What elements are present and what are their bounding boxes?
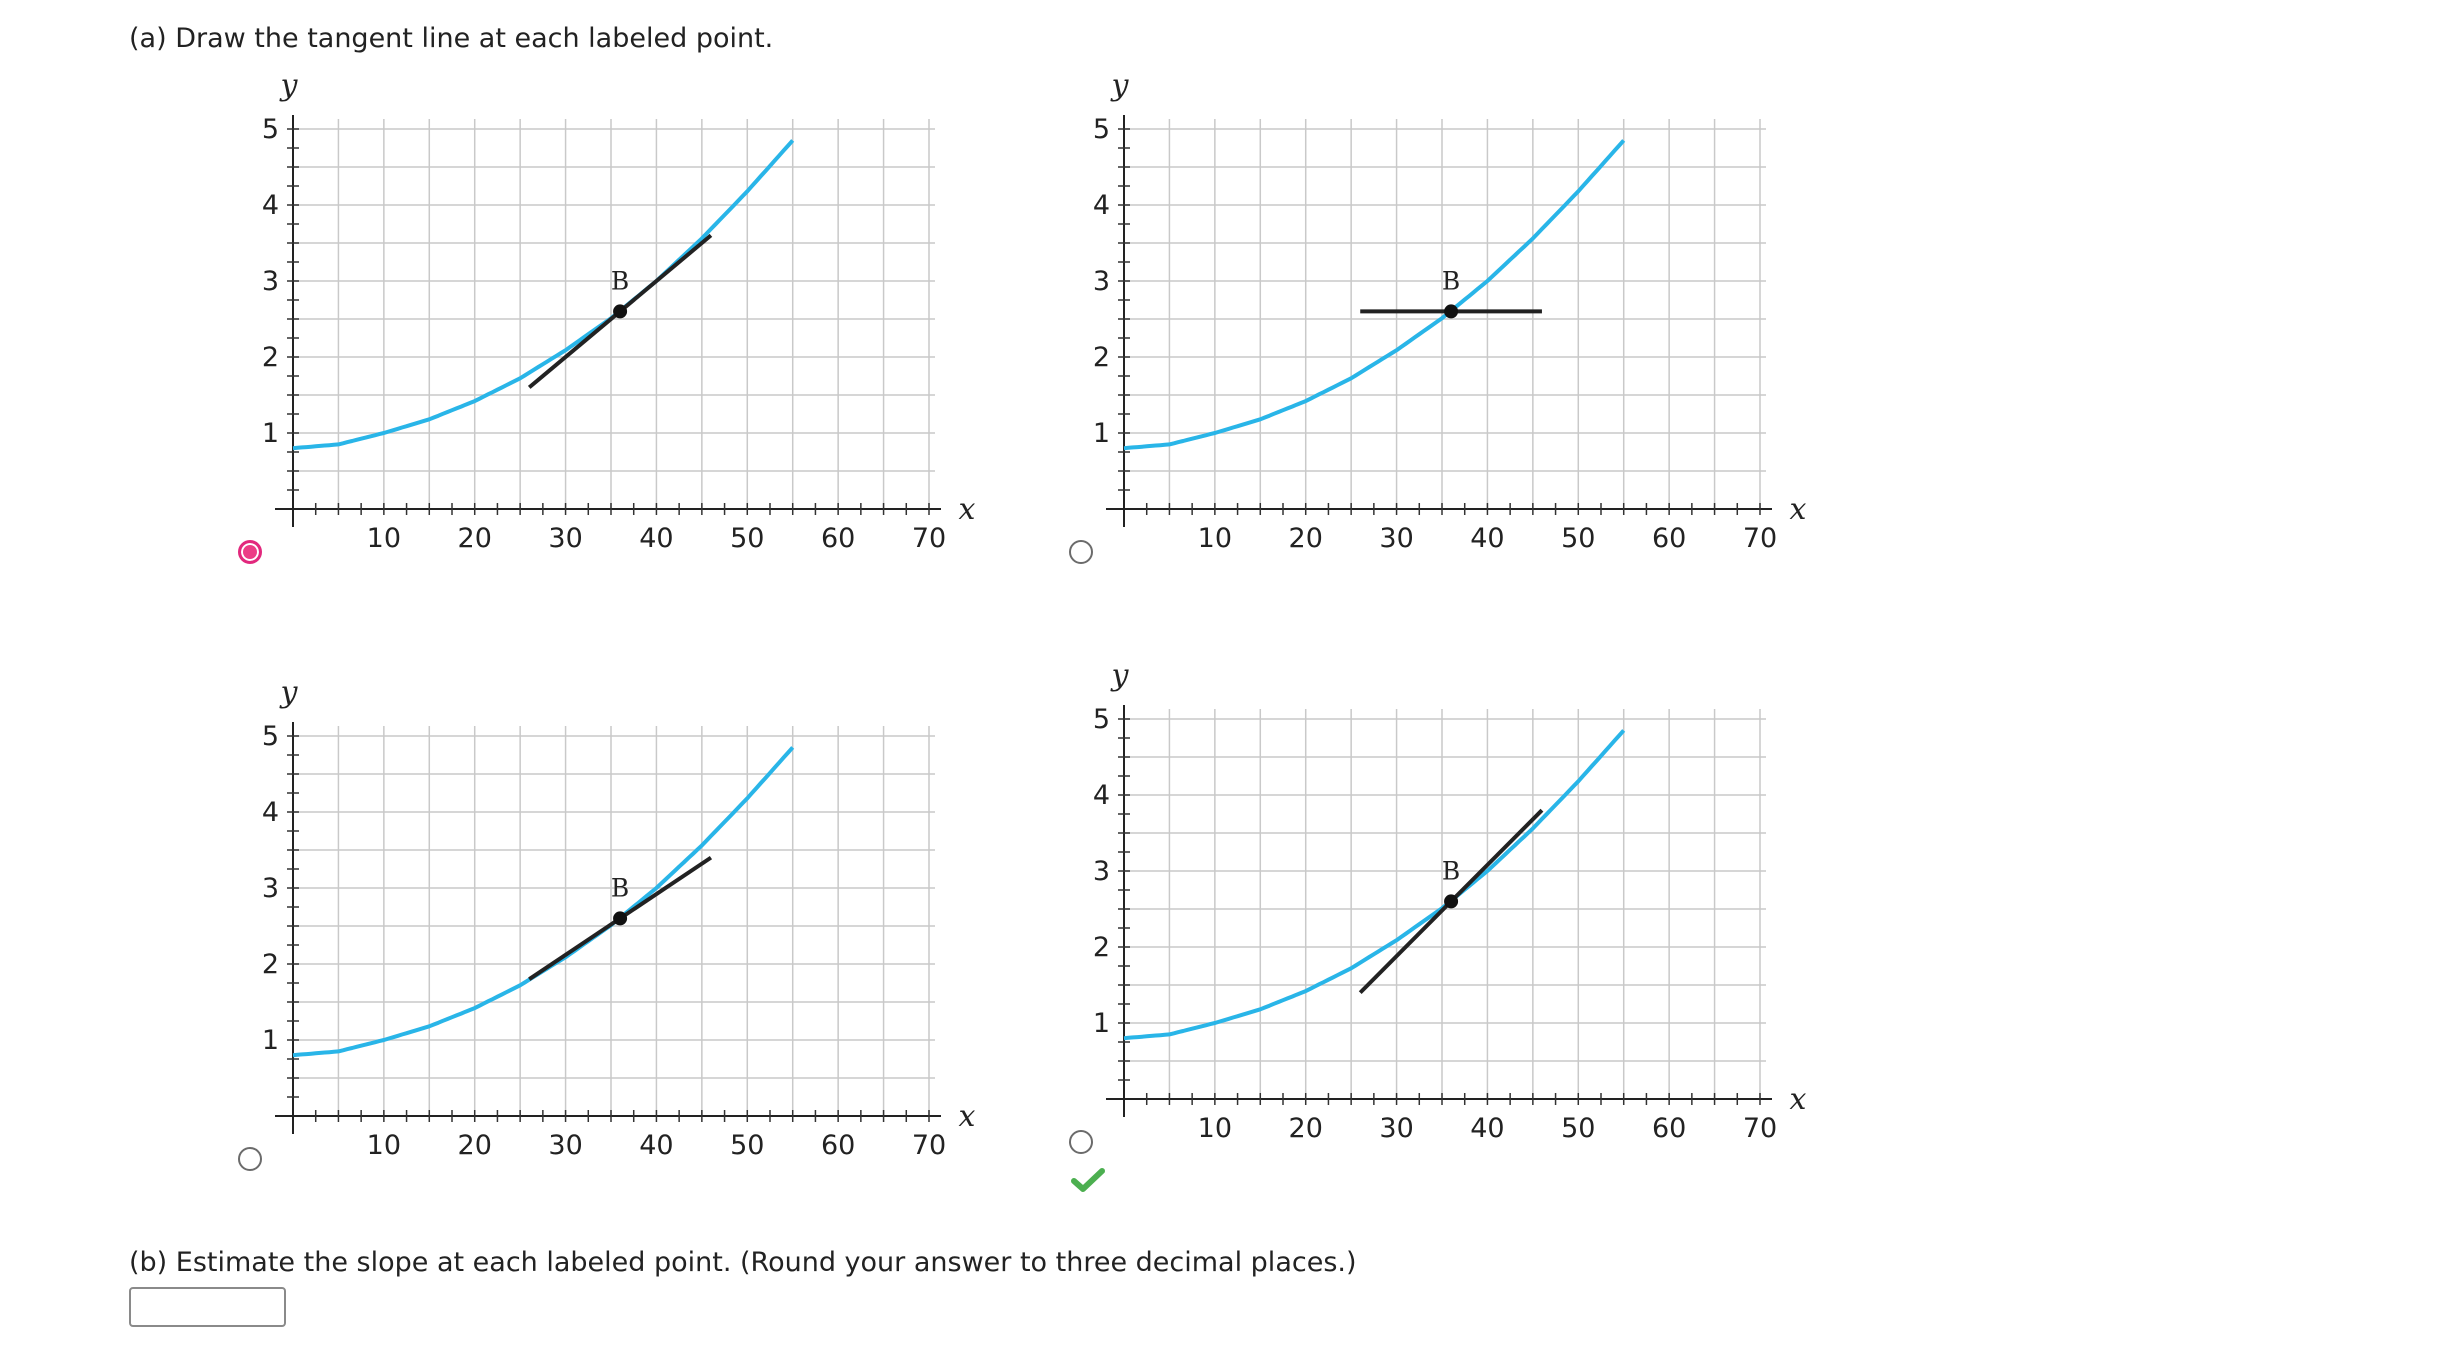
y-tick-label: 4 <box>1093 780 1110 811</box>
x-tick-label: 40 <box>1470 1113 1504 1144</box>
x-tick-label: 60 <box>1652 1113 1686 1144</box>
option-4-radio[interactable] <box>1069 1130 1093 1154</box>
y-axis-label: y <box>1110 658 1130 693</box>
x-axis-label: x <box>1790 1082 1807 1117</box>
x-tick-label: 10 <box>1198 1113 1232 1144</box>
x-tick-label: 40 <box>639 523 673 554</box>
x-tick-label: 50 <box>1561 523 1595 554</box>
x-axis-label: x <box>959 492 976 527</box>
x-tick-label: 10 <box>367 523 401 554</box>
option-graph-4: 10 20 30 40 50 60 70 1 2 3 4 5 y x B <box>1066 656 1876 1216</box>
point-b-label: B <box>611 266 629 295</box>
x-tick-label: 40 <box>1470 523 1504 554</box>
x-tick-label: 20 <box>1289 1113 1323 1144</box>
x-tick-label: 70 <box>912 523 946 554</box>
x-tick-label: 10 <box>367 1130 401 1161</box>
slope-answer-input[interactable] <box>129 1287 286 1327</box>
y-axis-label: y <box>279 675 299 710</box>
x-tick-label: 50 <box>730 1130 764 1161</box>
function-curve <box>1123 139 1626 451</box>
chart-svg: 10 20 30 40 50 60 70 1 2 3 4 5y x B <box>1093 68 1807 554</box>
option-graph-1: 10 20 30 40 50 60 70 1 2 3 4 5 y x B <box>235 66 1045 626</box>
y-tick-label: 2 <box>1093 342 1110 373</box>
y-tick-label: 1 <box>1093 1008 1110 1039</box>
x-tick-label: 20 <box>458 523 492 554</box>
y-tick-label: 5 <box>262 721 279 752</box>
point-b-label: B <box>1442 856 1460 885</box>
x-tick-label: 70 <box>1743 523 1777 554</box>
y-tick-label: 3 <box>1093 266 1110 297</box>
x-tick-label: 30 <box>548 1130 582 1161</box>
chart-svg: 10 20 30 40 50 60 70 1 2 3 4 5y x B <box>262 68 976 554</box>
x-tick-label: 50 <box>730 523 764 554</box>
x-axis-label: x <box>1790 492 1807 527</box>
y-axis-label: y <box>279 68 299 103</box>
x-tick-label: 30 <box>548 523 582 554</box>
y-tick-label: 2 <box>262 342 279 373</box>
correct-check-icon <box>1071 1168 1105 1192</box>
grid <box>1124 119 1766 509</box>
part-b-prompt: (b) Estimate the slope at each labeled p… <box>129 1247 1357 1278</box>
y-tick-label: 5 <box>1093 704 1110 735</box>
y-tick-label: 4 <box>262 190 279 221</box>
y-tick-label: 1 <box>262 1025 279 1056</box>
x-tick-label: 30 <box>1379 1113 1413 1144</box>
x-tick-label: 70 <box>912 1130 946 1161</box>
y-tick-label: 5 <box>262 114 279 145</box>
y-tick-label: 2 <box>262 949 279 980</box>
point-b-label: B <box>1442 266 1460 295</box>
function-curve <box>1123 729 1626 1041</box>
x-axis-label: x <box>959 1099 976 1134</box>
x-tick-label: 30 <box>1379 523 1413 554</box>
y-tick-label: 2 <box>1093 932 1110 963</box>
x-tick-label: 50 <box>1561 1113 1595 1144</box>
point-b <box>613 304 628 319</box>
x-tick-label: 60 <box>1652 523 1686 554</box>
chart-svg: 10 20 30 40 50 60 70 1 2 3 4 5y x B <box>262 675 976 1161</box>
x-tick-label: 20 <box>1289 523 1323 554</box>
option-2-radio[interactable] <box>1069 540 1093 564</box>
chart-svg: 10 20 30 40 50 60 70 1 2 3 4 5y x B <box>1093 658 1807 1144</box>
option-graph-3: 10 20 30 40 50 60 70 1 2 3 4 5 y x B <box>235 673 1045 1233</box>
grid <box>293 119 935 509</box>
y-tick-label: 3 <box>262 873 279 904</box>
part-a-prompt: (a) Draw the tangent line at each labele… <box>129 23 774 54</box>
option-1-radio[interactable] <box>238 540 262 564</box>
x-tick-label: 40 <box>639 1130 673 1161</box>
x-tick-label: 60 <box>821 523 855 554</box>
y-tick-label: 4 <box>1093 190 1110 221</box>
function-curve <box>292 139 795 451</box>
y-tick-label: 3 <box>1093 856 1110 887</box>
x-tick-label: 20 <box>458 1130 492 1161</box>
grid <box>293 726 935 1116</box>
option-graph-2: 10 20 30 40 50 60 70 1 2 3 4 5 y x B <box>1066 66 1876 626</box>
y-tick-label: 1 <box>1093 418 1110 449</box>
y-axis-label: y <box>1110 68 1130 103</box>
point-b <box>1444 894 1459 909</box>
x-tick-label: 10 <box>1198 523 1232 554</box>
x-tick-label: 60 <box>821 1130 855 1161</box>
y-tick-label: 1 <box>262 418 279 449</box>
point-b-label: B <box>611 873 629 902</box>
y-tick-label: 5 <box>1093 114 1110 145</box>
point-b <box>613 911 628 926</box>
option-3-radio[interactable] <box>238 1147 262 1171</box>
y-tick-label: 3 <box>262 266 279 297</box>
point-b <box>1444 304 1459 319</box>
function-curve <box>292 746 795 1058</box>
x-tick-label: 70 <box>1743 1113 1777 1144</box>
y-tick-label: 4 <box>262 797 279 828</box>
